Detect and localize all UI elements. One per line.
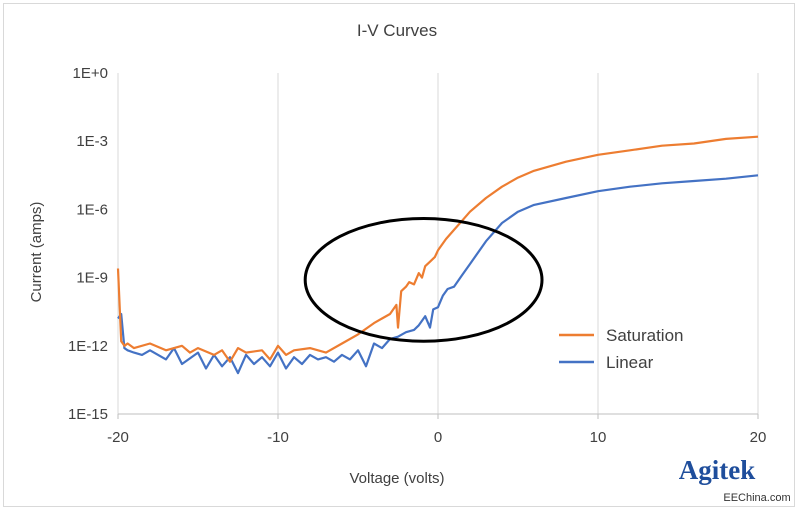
watermark: Agitek EEChina.com [679,455,791,504]
annotation-layer [303,216,544,343]
chart-frame: I-V Curves -20 -10 0 10 20 1E+0 1E-3 1E-6 1E-9 1E… [3,3,795,507]
series-layer [116,135,759,375]
y-tick-label: 1E-12 [68,338,108,355]
chart-title: I-V Curves [357,21,437,40]
legend-label-saturation: Saturation [606,326,684,345]
grid-lines [117,73,759,419]
iv-curves-chart: I-V Curves -20 -10 0 10 20 1E+0 1E-3 1E-6 1E-9 1E… [28,21,791,504]
y-tick-label: 1E-9 [76,270,108,287]
watermark-brand: Agitek [679,455,756,485]
y-tick-label: 1E+0 [73,65,108,82]
legend: Saturation Linear [559,326,684,372]
highlight-circle [303,216,544,343]
x-tick-label: 20 [750,429,767,446]
y-tick-label: 1E-3 [76,133,108,150]
x-tick-label: -20 [107,429,129,446]
watermark-site: EEChina.com [723,492,790,504]
x-tick-label: -10 [267,429,289,446]
y-tick-label: 1E-6 [76,201,108,218]
tick-labels: -20 -10 0 10 20 1E+0 1E-3 1E-6 1E-9 1E-12 1E-15 [68,65,766,446]
y-axis-label: Current (amps) [28,202,45,303]
x-tick-label: 10 [590,429,607,446]
x-axis-label: Voltage (volts) [349,470,444,487]
y-tick-label: 1E-15 [68,406,108,423]
series-line-linear [117,174,759,375]
series-line-saturation [116,135,759,363]
legend-label-linear: Linear [606,353,654,372]
x-tick-label: 0 [434,429,442,446]
